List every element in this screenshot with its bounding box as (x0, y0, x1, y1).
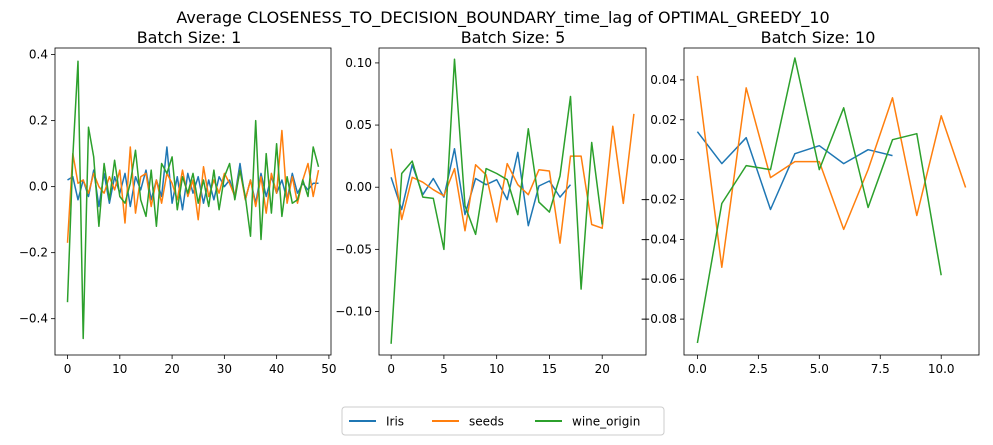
y-tick-label: −0.2 (19, 246, 48, 260)
series-line-iris-batch-2 (390, 147, 572, 227)
y-tick-label: −0.05 (335, 242, 372, 256)
x-tick-label: 5 (440, 362, 448, 376)
x-tick-label: 0.0 (688, 362, 707, 376)
x-tick-label: 5.0 (810, 362, 829, 376)
axes-frame (54, 47, 332, 356)
x-tick-label: 20 (164, 362, 179, 376)
x-tick-label: 0 (387, 362, 395, 376)
y-tick-label: 0.10 (345, 56, 372, 70)
x-tick-label: 30 (217, 362, 232, 376)
axes-frame (683, 47, 980, 356)
subplot-batch-1: Batch Size: 1 0 10 20 30 40 50 −0.4 −0.2 0.0 0.2 0… (19, 28, 337, 376)
x-tick-label: 2.5 (749, 362, 768, 376)
legend-frame (341, 406, 665, 436)
x-tick-label: 15 (542, 362, 557, 376)
x-tick-label: 20 (595, 362, 610, 376)
y-tick-label: 0.00 (650, 153, 677, 167)
y-tick-label: 0.02 (650, 113, 677, 127)
x-tick-label: 40 (269, 362, 284, 376)
series-line-seeds-batch-1 (66, 129, 320, 243)
y-tick-label: −0.4 (19, 312, 48, 326)
x-tick-label: 10 (112, 362, 127, 376)
y-tick-label: 0.0 (29, 180, 48, 194)
subplot-batch-10: Batch Size: 10 0.0 2.5 5.0 7.5 10.0 −0.08 −0.0… (640, 28, 980, 376)
series-line-seeds-batch-2 (390, 113, 635, 244)
legend-label-wine-origin: wine_origin (572, 415, 640, 429)
y-tick-label: −0.04 (640, 232, 677, 246)
figure-suptitle: Average CLOSENESS_TO_DECISION_BOUNDARY_t… (176, 8, 829, 28)
subplot-title-batch-5: Batch Size: 5 (461, 28, 566, 47)
subplot-title-batch-1: Batch Size: 1 (137, 28, 242, 47)
x-tick-label: 50 (321, 362, 336, 376)
subplot-title-batch-10: Batch Size: 10 (761, 28, 876, 47)
series-line-wine-origin-batch-2 (390, 58, 603, 344)
x-tick-label: 10 (489, 362, 504, 376)
y-tick-label: 0.00 (345, 180, 372, 194)
x-tick-label: 10.0 (928, 362, 955, 376)
axes-frame (378, 47, 647, 356)
x-tick-label: 7.5 (871, 362, 890, 376)
y-tick-label: −0.06 (640, 272, 677, 286)
y-tick-label: 0.4 (29, 48, 48, 62)
series-line-seeds-batch-3 (696, 75, 967, 269)
y-tick-label: 0.2 (29, 114, 48, 128)
y-tick-label: 0.05 (345, 118, 372, 132)
y-tick-label: −0.08 (640, 312, 677, 326)
subplot-batch-5: Batch Size: 5 0 5 10 15 20 −0.10 −0.05 0.00 0.05… (335, 28, 647, 376)
legend-label-seeds: seeds (469, 415, 504, 429)
series-line-wine-origin-batch-1 (66, 60, 320, 340)
y-tick-label: −0.10 (335, 304, 372, 318)
y-tick-label: −0.02 (640, 193, 677, 207)
legend: Iris seeds wine_origin (341, 406, 665, 436)
legend-label-iris: Iris (386, 415, 404, 429)
y-tick-label: 0.04 (650, 73, 677, 87)
series-line-iris-batch-3 (696, 131, 893, 211)
series-line-wine-origin-batch-3 (696, 57, 942, 344)
x-tick-label: 0 (64, 362, 72, 376)
